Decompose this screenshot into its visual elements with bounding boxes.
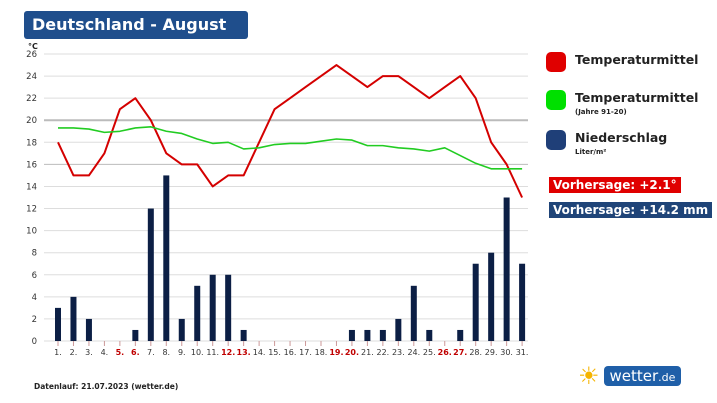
logo-text: wetter <box>609 367 659 385</box>
legend-label: Temperaturmittel <box>575 52 699 67</box>
legend-swatch-blue <box>546 130 566 150</box>
legend-normal: Temperaturmittel (Jahre 91-20) <box>546 90 698 116</box>
precip-bar <box>225 274 232 341</box>
precip-bar <box>85 318 92 341</box>
x-tick-label: 4. <box>101 348 109 357</box>
y-tick-label: 12 <box>26 205 37 215</box>
x-tick-label: 28. <box>469 348 482 357</box>
precip-forecast-badge: Vorhersage: +14.2 mm <box>549 202 713 218</box>
x-tick-label: 26. <box>438 348 452 357</box>
x-tick-label: 23. <box>392 348 405 357</box>
precip-bar <box>209 274 216 341</box>
precip-bar <box>519 263 526 341</box>
x-tick-label: 21. <box>361 348 374 357</box>
y-tick-label: 26 <box>26 50 37 60</box>
legend-swatch-green <box>546 90 566 110</box>
x-tick-label: 14. <box>253 348 266 357</box>
x-tick-label: 9. <box>178 348 186 357</box>
footer-note: Datenlauf: 21.07.2023 (wetter.de) <box>34 382 179 391</box>
chart-title: Deutschland - August <box>24 11 248 39</box>
precip-bar <box>457 329 464 341</box>
x-tick-label: 29. <box>485 348 498 357</box>
y-tick-label: 0 <box>32 337 37 347</box>
temp-forecast-badge: Vorhersage: +2.1° <box>549 177 681 193</box>
x-tick-label: 19. <box>329 348 343 357</box>
precip-bar <box>348 329 355 341</box>
y-axis-unit: °C <box>28 42 38 51</box>
y-tick-label: 20 <box>26 116 37 126</box>
precip-bar <box>364 329 371 341</box>
precip-bar <box>55 307 61 341</box>
normal-temp-line <box>58 126 523 170</box>
x-tick-label: 1. <box>54 348 62 357</box>
precip-bar <box>163 175 170 341</box>
x-tick-label: 22. <box>377 348 390 357</box>
x-tick-label: 8. <box>162 348 170 357</box>
precip-bar <box>472 263 479 341</box>
y-tick-label: 8 <box>32 249 37 259</box>
y-tick-label: 24 <box>26 72 37 82</box>
x-tick-label: 31. <box>516 348 529 357</box>
y-tick-label: 6 <box>32 271 37 281</box>
precip-bar <box>132 329 139 341</box>
x-tick-label: 10. <box>191 348 204 357</box>
precip-bar <box>426 329 433 341</box>
precip-bar <box>395 318 402 341</box>
x-tick-label: 16. <box>284 348 297 357</box>
temp-line <box>57 64 524 198</box>
legend-label: Temperaturmittel <box>575 90 699 105</box>
x-tick-label: 20. <box>345 348 359 357</box>
precip-bar <box>410 285 417 341</box>
x-tick-label: 30. <box>500 348 513 357</box>
x-tick-label: 25. <box>423 348 436 357</box>
x-tick-label: 6. <box>131 348 140 357</box>
x-tick-label: 24. <box>407 348 420 357</box>
precip-bar <box>488 252 495 341</box>
precip-bar <box>379 329 386 341</box>
legend-precip: Niederschlag Liter/m² <box>546 130 667 156</box>
x-tick-label: 18. <box>315 348 328 357</box>
precip-bar <box>194 285 201 341</box>
x-tick-label: 3. <box>85 348 93 357</box>
precip-bar <box>178 318 185 341</box>
legend-temp: Temperaturmittel <box>546 52 698 72</box>
legend-sub: (Jahre 91-20) <box>575 108 627 116</box>
x-tick-label: 17. <box>299 348 312 357</box>
x-tick-label: 2. <box>70 348 78 357</box>
legend-swatch-red <box>546 52 566 72</box>
y-tick-label: 14 <box>26 182 37 192</box>
x-tick-label: 12. <box>221 348 235 357</box>
y-tick-label: 16 <box>26 160 37 170</box>
x-tick-label: 5. <box>116 348 125 357</box>
x-tick-label: 13. <box>237 348 251 357</box>
x-tick-label: 15. <box>268 348 281 357</box>
legend-label: Niederschlag <box>575 130 668 145</box>
x-tick-label: 11. <box>206 348 219 357</box>
logo-suffix: .de <box>658 371 676 384</box>
y-tick-label: 18 <box>26 138 37 148</box>
precip-bar <box>70 296 77 341</box>
precip-bar <box>147 208 154 341</box>
wetter-logo[interactable]: ☀ wetter.de <box>578 362 682 390</box>
y-tick-label: 22 <box>26 94 37 104</box>
precip-bar <box>503 197 510 341</box>
y-tick-label: 4 <box>32 293 37 303</box>
sun-icon: ☀ <box>578 362 600 390</box>
x-tick-label: 27. <box>453 348 467 357</box>
legend-sub: Liter/m² <box>575 148 607 156</box>
y-tick-label: 2 <box>32 315 37 325</box>
x-tick-label: 7. <box>147 348 155 357</box>
precip-bar <box>240 329 247 341</box>
y-tick-label: 10 <box>26 227 37 237</box>
